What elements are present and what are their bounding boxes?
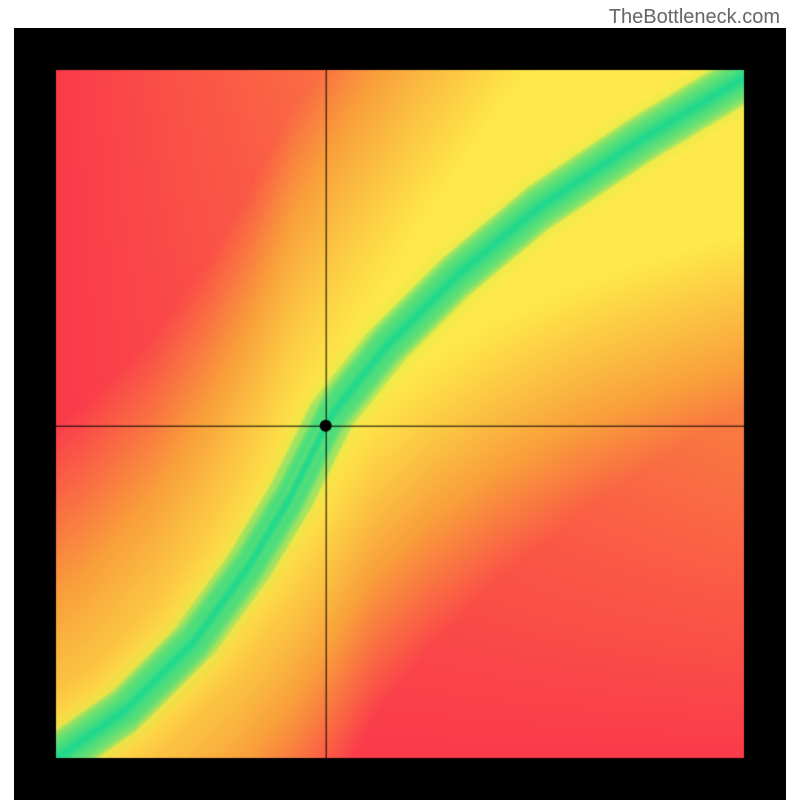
heatmap-canvas (14, 28, 786, 800)
bottleneck-heatmap (14, 28, 786, 800)
watermark-text: TheBottleneck.com (609, 6, 780, 29)
